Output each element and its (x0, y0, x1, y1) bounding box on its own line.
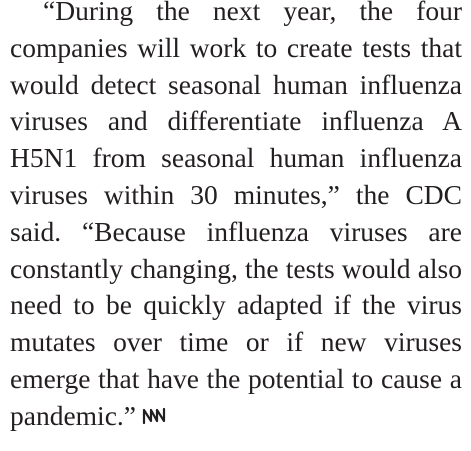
end-mark (142, 407, 166, 424)
article-body: “During the next year, the four companie… (10, 0, 462, 435)
paragraph-text: “During the next year, the four companie… (10, 0, 462, 431)
paragraph: “During the next year, the four companie… (10, 0, 462, 435)
